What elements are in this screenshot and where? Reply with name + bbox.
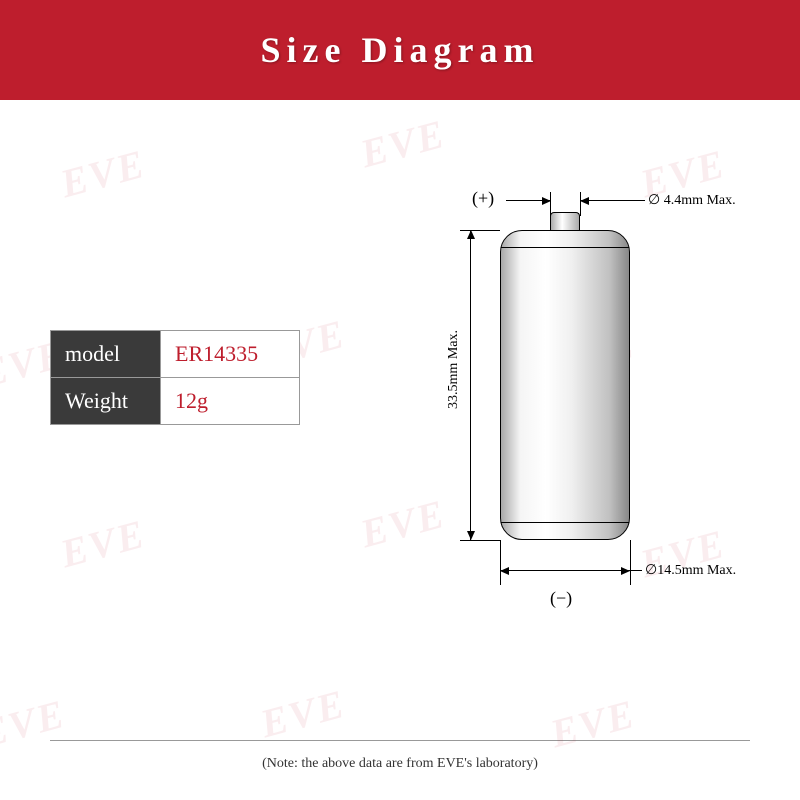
table-row: model ER14335 [51,331,300,378]
arrow-icon [542,197,551,205]
dim-line [500,570,630,571]
spec-table: model ER14335 Weight 12g [50,330,300,425]
spec-label-weight: Weight [51,378,161,425]
page-title: Size Diagram [261,29,540,71]
dim-tick [630,540,631,585]
dim-line [630,570,642,571]
footer-divider [50,740,750,741]
battery-seam [501,522,629,523]
arrow-icon [500,567,509,575]
battery-seam [501,247,629,248]
arrow-icon [621,567,630,575]
dim-tick [500,540,501,585]
table-row: Weight 12g [51,378,300,425]
footnote: (Note: the above data are from EVE's lab… [0,756,800,772]
dim-tick [460,540,500,541]
spec-value-weight: 12g [161,378,300,425]
dim-line [580,200,645,201]
spec-label-model: model [51,331,161,378]
polarity-minus: (−) [550,588,572,609]
header-banner: Size Diagram [0,0,800,100]
arrow-icon [467,230,475,239]
content-area: model ER14335 Weight 12g (+) ∅ 4.4mm Max… [0,100,800,740]
arrow-icon [467,531,475,540]
dim-cap-diameter: ∅ 4.4mm Max. [648,192,736,209]
battery-body [500,230,630,540]
battery-cap [550,212,580,230]
dim-line [470,230,471,540]
arrow-icon [580,197,589,205]
dim-body-diameter: ∅14.5mm Max. [645,562,736,579]
dim-body-height: 33.5mm Max. [446,330,462,409]
spec-value-model: ER14335 [161,331,300,378]
polarity-plus: (+) [472,188,494,209]
battery-diagram: (+) ∅ 4.4mm Max. 33.5mm Max. ∅14.5mm Max… [400,170,760,710]
